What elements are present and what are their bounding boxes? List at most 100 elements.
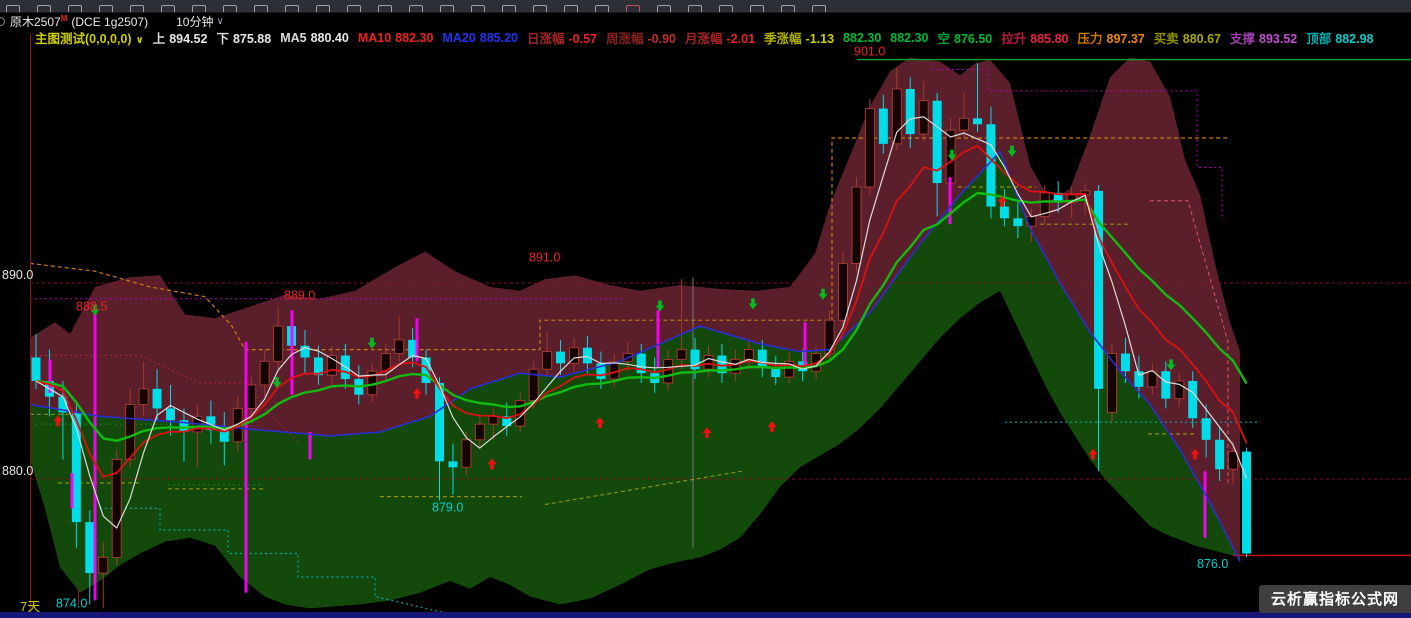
toolbar-icon[interactable] <box>285 5 299 12</box>
toolbar-icon[interactable] <box>161 5 175 12</box>
indicator-label: 周涨幅 <box>606 32 644 46</box>
chevron-down-icon: ∨ <box>135 35 144 46</box>
indicator-item: 买卖 880.67 <box>1154 28 1221 47</box>
bottom-strip <box>0 612 1411 618</box>
toolbar-icon[interactable] <box>192 5 206 12</box>
indicator-item: 顶部 882.98 <box>1306 28 1373 47</box>
indicator-label: 下 <box>216 32 229 46</box>
toolbar-icon[interactable] <box>657 5 671 12</box>
toolbar-icon[interactable] <box>440 5 454 12</box>
toolbar-icon[interactable] <box>68 5 82 12</box>
indicator-value: 893.52 <box>1259 32 1298 46</box>
toolbar-icon[interactable] <box>564 5 578 12</box>
indicator-value: 885.80 <box>1030 32 1069 46</box>
toolbar-icon[interactable] <box>719 5 733 12</box>
svg-text:876.0: 876.0 <box>1197 557 1228 571</box>
toolbar-icon[interactable] <box>688 5 702 12</box>
bullet-icon <box>0 16 5 26</box>
indicator-value: 880.40 <box>310 30 349 45</box>
indicator-value: 882.30 <box>395 30 434 45</box>
toolbar-icon[interactable] <box>595 5 609 12</box>
indicator-label: MA20 <box>442 30 476 45</box>
svg-text:890.0: 890.0 <box>2 268 33 282</box>
indicator-label: MA5 <box>280 30 307 45</box>
indicator-value: -0.57 <box>568 32 598 46</box>
period-label: 10分钟 <box>176 14 214 29</box>
toolbar-icon[interactable] <box>347 5 361 12</box>
indicator-item: MA20 885.20 <box>442 31 518 45</box>
indicator-label: 上 <box>152 32 166 46</box>
toolbar-icon[interactable] <box>409 5 423 12</box>
indicator-value: 875.88 <box>232 32 272 46</box>
indicator-item: 周涨幅 -0.90 <box>606 28 676 47</box>
period-dropdown[interactable]: 10分钟 ∨ <box>176 13 224 30</box>
indicator-value: 894.52 <box>169 32 208 46</box>
main-indicator-dropdown[interactable]: 主图测试(0,0,0,0) ∨ <box>35 28 144 47</box>
candlestick-chart[interactable]: 888.5 889.0 891.0 901.0 879.0 874.0 876.0 890.0… <box>0 29 1411 618</box>
toolbar-icon[interactable] <box>316 5 330 12</box>
indicator-label: 买卖 <box>1153 32 1179 46</box>
indicator-item: 882.30 <box>843 31 881 45</box>
toolbar-icon[interactable] <box>502 5 516 12</box>
toolbar-icon[interactable] <box>37 5 51 12</box>
indicator-value: 885.20 <box>479 30 518 45</box>
indicator-value: -2.01 <box>726 32 756 46</box>
indicator-item: 拉升 885.80 <box>1001 28 1068 47</box>
toolbar <box>0 0 1411 13</box>
svg-text:880.0: 880.0 <box>2 464 33 478</box>
toolbar-icon[interactable] <box>626 5 640 12</box>
indicator-item: 支撑 893.52 <box>1230 28 1297 47</box>
watermark: 云析赢指标公式网 <box>1258 585 1411 613</box>
indicator-value: -1.13 <box>805 32 835 46</box>
indicator-item: 空 876.50 <box>938 28 993 47</box>
indicator-item: 月涨幅 -2.01 <box>685 28 755 47</box>
indicator-value: 882.30 <box>890 30 929 45</box>
indicator-bar: 主图测试(0,0,0,0) ∨ 上 894.52 下 875.88 MA5 880.40 MA1… <box>0 28 1411 47</box>
toolbar-icon[interactable] <box>781 5 795 12</box>
toolbar-icon[interactable] <box>254 5 268 12</box>
indicator-item: 上 894.52 <box>153 28 208 47</box>
indicator-value: 897.37 <box>1106 32 1145 46</box>
instrument-flag: M <box>60 13 68 23</box>
indicator-label: 拉升 <box>1001 32 1027 46</box>
svg-text:879.0: 879.0 <box>432 500 463 514</box>
indicator-value: 882.98 <box>1335 32 1374 46</box>
svg-text:901.0: 901.0 <box>854 45 885 59</box>
indicator-label: 主图测试(0,0,0,0) <box>35 32 132 46</box>
indicator-label: 月涨幅 <box>685 32 723 46</box>
svg-text:874.0: 874.0 <box>56 596 87 610</box>
indicator-item: 季涨幅 -1.13 <box>764 28 834 47</box>
indicator-label: 空 <box>937 32 951 46</box>
indicator-label: 日涨幅 <box>526 32 565 46</box>
toolbar-icon[interactable] <box>471 5 485 12</box>
toolbar-icon[interactable] <box>812 5 826 12</box>
indicator-item: 下 875.88 <box>216 28 271 47</box>
toolbar-icon[interactable] <box>223 5 237 12</box>
svg-text:7天: 7天 <box>20 599 40 614</box>
exchange-code: (DCE 1g2507) <box>71 14 149 29</box>
toolbar-icon[interactable] <box>99 5 113 12</box>
indicator-item: MA10 882.30 <box>358 31 434 45</box>
indicator-item: 压力 897.37 <box>1078 28 1145 47</box>
title-bar: 原木2507M (DCE 1g2507) 10分钟 ∨ <box>0 13 1411 29</box>
indicator-value: 880.67 <box>1182 32 1222 46</box>
indicator-label: MA10 <box>357 30 392 45</box>
toolbar-icon[interactable] <box>533 5 547 12</box>
instrument-code: 原木2507 <box>10 14 61 29</box>
toolbar-icon[interactable] <box>750 5 764 12</box>
svg-text:891.0: 891.0 <box>529 250 560 264</box>
indicator-item: MA5 880.40 <box>280 31 349 45</box>
indicator-label: 顶部 <box>1306 32 1332 46</box>
indicator-value: 876.50 <box>954 32 993 46</box>
indicator-item: 882.30 <box>890 31 928 45</box>
toolbar-icon[interactable] <box>378 5 392 12</box>
indicator-value: -0.90 <box>647 32 677 46</box>
instrument-name[interactable]: 原木2507M (DCE 1g2507) <box>10 13 148 30</box>
toolbar-icon[interactable] <box>130 5 144 12</box>
svg-text:888.5: 888.5 <box>76 299 107 313</box>
indicator-label: 季涨幅 <box>764 32 802 46</box>
toolbar-icon[interactable] <box>6 5 20 12</box>
indicator-label: 压力 <box>1077 32 1103 46</box>
chevron-down-icon: ∨ <box>216 15 224 27</box>
